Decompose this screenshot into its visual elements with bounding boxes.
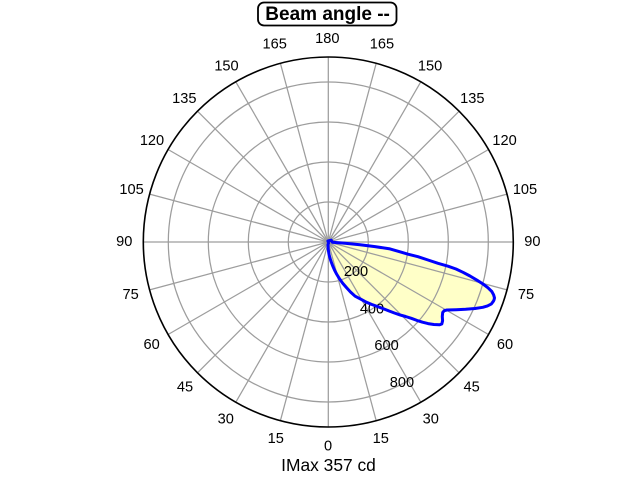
svg-text:150: 150 <box>418 59 442 75</box>
svg-text:180: 180 <box>315 31 339 47</box>
svg-text:75: 75 <box>518 287 534 303</box>
svg-text:165: 165 <box>263 37 287 53</box>
svg-text:15: 15 <box>373 431 389 447</box>
svg-text:800: 800 <box>390 375 414 391</box>
svg-text:30: 30 <box>423 412 439 428</box>
svg-text:120: 120 <box>140 133 164 149</box>
svg-text:105: 105 <box>119 182 143 198</box>
svg-text:45: 45 <box>177 380 193 396</box>
svg-text:IMax 357 cd: IMax 357 cd <box>281 455 376 475</box>
svg-text:105: 105 <box>513 182 537 198</box>
svg-text:60: 60 <box>143 337 159 353</box>
svg-text:135: 135 <box>172 91 196 107</box>
svg-text:90: 90 <box>116 234 132 250</box>
svg-text:75: 75 <box>122 287 138 303</box>
svg-text:200: 200 <box>344 264 368 280</box>
svg-text:15: 15 <box>268 431 284 447</box>
svg-text:165: 165 <box>370 37 394 53</box>
svg-text:45: 45 <box>463 380 479 396</box>
svg-text:90: 90 <box>524 234 540 250</box>
svg-text:60: 60 <box>497 337 513 353</box>
svg-text:135: 135 <box>460 91 484 107</box>
svg-text:30: 30 <box>218 412 234 428</box>
svg-text:600: 600 <box>374 338 398 354</box>
svg-text:0: 0 <box>324 438 332 454</box>
svg-text:150: 150 <box>214 59 238 75</box>
svg-text:120: 120 <box>492 133 516 149</box>
svg-text:Beam angle --: Beam angle -- <box>265 4 390 25</box>
